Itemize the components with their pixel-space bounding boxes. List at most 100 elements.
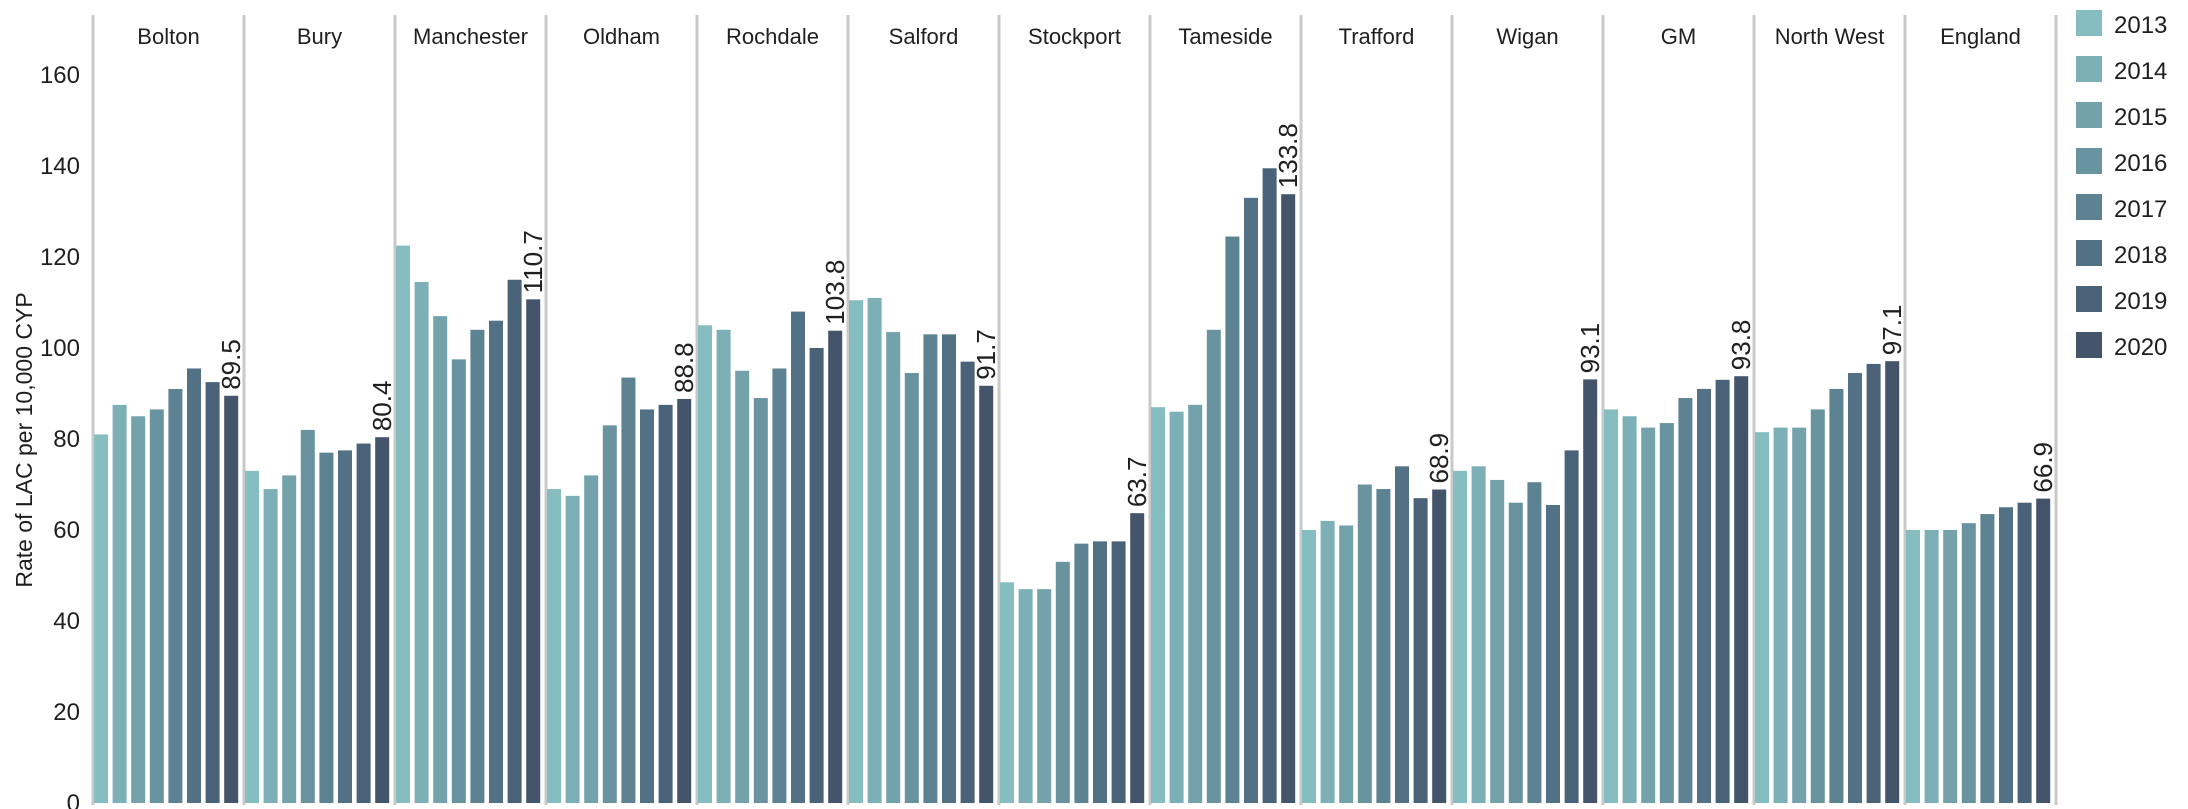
bar-england-2015 bbox=[1943, 530, 1958, 803]
data-labels: 89.5 80.4 110.7 88.8 103.8 91.7 63.7 133.8 68.9 9… bbox=[216, 123, 2058, 507]
bar-manchester-2018 bbox=[489, 320, 503, 803]
bar-salford-2017 bbox=[923, 334, 938, 803]
legend-label-2017: 2017 bbox=[2114, 196, 2167, 223]
bar-manchester-2015 bbox=[433, 316, 448, 803]
data-label-gm: 93.8 bbox=[1726, 320, 1756, 371]
legend-label-2015: 2015 bbox=[2114, 104, 2167, 131]
bar-stockport-2020 bbox=[1130, 513, 1145, 803]
panel-label-oldham: Oldham bbox=[583, 24, 660, 49]
bar-salford-2013 bbox=[849, 300, 863, 803]
y-tick-label-80: 80 bbox=[53, 426, 80, 453]
data-label-salford: 91.7 bbox=[971, 329, 1001, 380]
bar-gm-2014 bbox=[1622, 416, 1637, 803]
bar-bury-2016 bbox=[300, 429, 315, 803]
bar-bury-2013 bbox=[245, 470, 259, 803]
bar-tameside-2020 bbox=[1281, 194, 1296, 803]
bar-trafford-2020 bbox=[1432, 489, 1447, 803]
bar-north-west-2020 bbox=[1885, 361, 1900, 803]
bar-salford-2015 bbox=[886, 332, 901, 803]
panel-label-rochdale: Rochdale bbox=[726, 24, 819, 49]
panel-label-manchester: Manchester bbox=[413, 24, 528, 49]
bar-gm-2015 bbox=[1641, 427, 1656, 803]
bar-wigan-2016 bbox=[1508, 502, 1523, 803]
bar-rochdale-2014 bbox=[716, 329, 731, 803]
bar-tameside-2017 bbox=[1225, 236, 1240, 803]
bar-bolton-2015 bbox=[131, 416, 146, 803]
bar-wigan-2013 bbox=[1453, 470, 1467, 803]
bar-salford-2016 bbox=[904, 373, 919, 803]
data-label-rochdale: 103.8 bbox=[820, 260, 850, 325]
bar-tameside-2019 bbox=[1262, 168, 1277, 803]
bar-oldham-2017 bbox=[621, 377, 636, 803]
bar-stockport-2015 bbox=[1037, 589, 1052, 803]
bar-stockport-2018 bbox=[1093, 541, 1107, 803]
panel-label-england: England bbox=[1940, 24, 2021, 49]
legend: 2013 2014 2015 2016 2017 2018 2019 2020 bbox=[2076, 10, 2167, 361]
y-tick-label-100: 100 bbox=[40, 335, 80, 362]
bar-wigan-2020 bbox=[1583, 379, 1598, 803]
bar-trafford-2013 bbox=[1302, 530, 1316, 803]
bar-rochdale-2013 bbox=[698, 325, 712, 803]
bar-bolton-2014 bbox=[112, 404, 127, 803]
data-label-oldham: 88.8 bbox=[669, 342, 699, 393]
data-label-bolton: 89.5 bbox=[216, 339, 246, 390]
bar-tameside-2015 bbox=[1188, 404, 1203, 803]
panel-label-bolton: Bolton bbox=[137, 24, 199, 49]
data-label-manchester: 110.7 bbox=[518, 230, 548, 293]
legend-label-2016: 2016 bbox=[2114, 150, 2167, 177]
bar-oldham-2018 bbox=[640, 409, 654, 803]
bar-rochdale-2018 bbox=[791, 311, 805, 803]
legend-label-2018: 2018 bbox=[2114, 242, 2167, 269]
data-label-stockport: 63.7 bbox=[1122, 457, 1152, 508]
bar-trafford-2017 bbox=[1376, 489, 1391, 803]
bar-north-west-2017 bbox=[1829, 388, 1844, 803]
bar-tameside-2018 bbox=[1244, 197, 1258, 804]
bar-gm-2020 bbox=[1734, 376, 1749, 803]
bar-bolton-2017 bbox=[168, 388, 183, 803]
bar-bolton-2020 bbox=[224, 395, 239, 803]
y-tick-label-60: 60 bbox=[53, 517, 80, 544]
bar-gm-2019 bbox=[1715, 379, 1730, 803]
bar-rochdale-2015 bbox=[735, 370, 750, 803]
y-tick-label-40: 40 bbox=[53, 608, 80, 635]
bar-wigan-2019 bbox=[1564, 450, 1579, 803]
bar-north-west-2013 bbox=[1755, 432, 1769, 803]
panel-label-stockport: Stockport bbox=[1028, 24, 1121, 49]
bar-gm-2017 bbox=[1678, 398, 1693, 803]
bar-england-2020 bbox=[2036, 498, 2051, 803]
bar-salford-2019 bbox=[960, 361, 975, 803]
bar-bolton-2019 bbox=[205, 382, 220, 803]
bar-england-2016 bbox=[1961, 523, 1976, 803]
bar-rochdale-2020 bbox=[828, 330, 843, 803]
bar-stockport-2014 bbox=[1018, 589, 1033, 803]
bar-stockport-2019 bbox=[1111, 541, 1126, 803]
legend-label-2019: 2019 bbox=[2114, 288, 2167, 315]
bar-gm-2016 bbox=[1659, 423, 1674, 803]
bar-gm-2013 bbox=[1604, 409, 1618, 803]
data-label-trafford: 68.9 bbox=[1424, 433, 1454, 484]
bar-bury-2019 bbox=[356, 443, 371, 803]
panel-label-trafford: Trafford bbox=[1339, 24, 1415, 49]
data-label-tameside: 133.8 bbox=[1273, 123, 1303, 188]
bar-salford-2014 bbox=[867, 297, 882, 803]
bar-wigan-2017 bbox=[1527, 482, 1542, 803]
bar-salford-2020 bbox=[979, 385, 994, 803]
bar-manchester-2019 bbox=[507, 279, 522, 803]
bar-oldham-2014 bbox=[565, 495, 580, 803]
bar-manchester-2013 bbox=[396, 245, 410, 803]
bar-tameside-2013 bbox=[1151, 407, 1165, 803]
y-tick-label-140: 140 bbox=[40, 153, 80, 180]
bar-gm-2018 bbox=[1697, 388, 1711, 803]
panel-label-gm: GM bbox=[1661, 24, 1696, 49]
bar-salford-2018 bbox=[942, 334, 956, 803]
bar-north-west-2019 bbox=[1866, 363, 1881, 803]
bar-oldham-2019 bbox=[658, 404, 673, 803]
y-axis-title: Rate of LAC per 10,000 CYP bbox=[11, 292, 37, 587]
bar-trafford-2014 bbox=[1320, 520, 1335, 803]
panel-label-north-west: North West bbox=[1775, 24, 1885, 49]
y-tick-label-0: 0 bbox=[67, 790, 80, 809]
bar-bury-2018 bbox=[338, 450, 352, 803]
bar-rochdale-2019 bbox=[809, 348, 824, 803]
bar-bury-2017 bbox=[319, 452, 334, 803]
